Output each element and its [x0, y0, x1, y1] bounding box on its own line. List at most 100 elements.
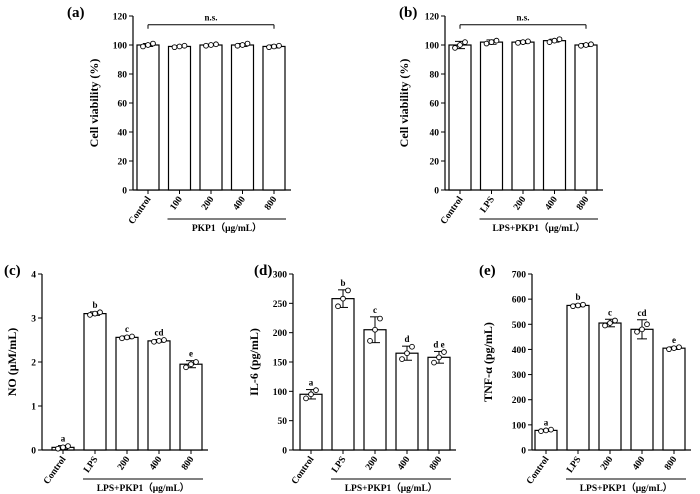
y-tick-label: 40	[430, 129, 440, 139]
data-point	[193, 359, 199, 365]
bar	[630, 328, 654, 451]
y-tick-label: 4	[31, 271, 36, 281]
significance-letter: c	[608, 307, 612, 317]
bar	[427, 356, 451, 451]
data-point	[335, 303, 341, 310]
panel-letter: (b)	[399, 5, 417, 21]
data-point	[181, 42, 188, 49]
panel-letter: (a)	[67, 5, 85, 21]
x-tick-label: Control	[290, 455, 316, 487]
bar	[83, 313, 107, 451]
x-tick-label: 800	[263, 195, 280, 213]
data-point	[404, 350, 410, 357]
data-point	[208, 42, 214, 48]
bar	[299, 393, 323, 451]
significance-letter: b	[92, 300, 97, 310]
x-tick-label: 800	[428, 455, 445, 473]
x-tick-label: 400	[631, 455, 648, 473]
data-point	[543, 427, 549, 434]
group-label: LPS+PKP1（μg/mL）	[97, 482, 190, 494]
data-point	[239, 42, 246, 48]
y-tick-label: 60	[430, 100, 440, 110]
data-point	[150, 40, 156, 47]
bar	[199, 44, 223, 191]
y-tick-label: 100	[512, 421, 527, 431]
data-point	[483, 40, 490, 47]
x-tick-label: Control	[439, 195, 465, 227]
data-point	[462, 39, 468, 45]
y-tick-label: 100	[273, 388, 288, 398]
bar	[262, 45, 286, 191]
data-point	[151, 338, 157, 345]
data-point	[87, 312, 93, 318]
y-tick-label: 120	[113, 13, 128, 23]
x-tick-label: 800	[663, 455, 680, 473]
data-point	[546, 39, 553, 45]
data-point	[538, 428, 544, 434]
y-tick-label: 500	[512, 321, 527, 331]
y-tick-label: 700	[512, 271, 527, 281]
bar	[542, 40, 567, 191]
significance-letter: e	[189, 349, 193, 359]
y-axis-label: TNF-α (pg/mL)	[481, 322, 495, 402]
significance-letter: a	[309, 378, 314, 388]
y-tick-label: 50	[278, 417, 288, 427]
panel-letter: (d)	[254, 263, 272, 279]
data-point	[156, 338, 162, 344]
bar	[574, 44, 598, 191]
y-tick-label: 2	[31, 359, 36, 369]
y-tick-label: 20	[118, 158, 128, 168]
data-point	[129, 333, 135, 340]
x-tick-label: Control	[42, 455, 68, 487]
data-point	[515, 39, 521, 46]
y-tick-label: 300	[512, 371, 527, 381]
data-point	[556, 36, 563, 43]
data-point	[457, 42, 463, 48]
data-point	[520, 39, 526, 45]
data-point	[183, 364, 189, 371]
data-point	[367, 338, 373, 344]
panel-d: (d) IL-6 (pg/mL) 0 50 100 150 200 250 300 a Contro…	[247, 263, 456, 494]
y-tick-label: 60	[118, 100, 128, 110]
data-point	[436, 354, 442, 361]
y-axis-label: IL-6 (pg/mL)	[247, 328, 261, 396]
data-point	[570, 303, 576, 310]
x-tick-label: Control	[525, 455, 551, 487]
data-point	[666, 346, 672, 353]
data-point	[308, 391, 314, 398]
y-tick-label: 120	[425, 13, 440, 23]
significance-letter: b	[575, 292, 580, 302]
data-point	[266, 44, 272, 51]
bar	[363, 329, 387, 451]
data-point	[303, 395, 309, 402]
data-point	[551, 37, 558, 44]
bar	[115, 336, 139, 451]
x-tick-label: LPS	[330, 455, 348, 475]
panel-letter: (e)	[479, 263, 496, 279]
bar	[230, 44, 255, 191]
significance-letter: c	[373, 305, 377, 315]
data-point	[580, 301, 586, 308]
bar	[395, 352, 419, 451]
x-tick-label: 800	[575, 195, 592, 213]
data-point	[525, 38, 531, 45]
data-point	[55, 445, 61, 452]
data-point	[399, 356, 405, 362]
bar	[147, 340, 171, 451]
data-point	[60, 444, 66, 451]
bar	[662, 347, 686, 451]
y-axis-label: Cell viability (%)	[87, 59, 101, 148]
data-point	[161, 337, 167, 343]
x-tick-label: LPS	[479, 195, 497, 215]
panel-letter: (c)	[4, 263, 21, 279]
y-tick-label: 0	[122, 187, 127, 197]
y-tick-label: 1	[31, 403, 36, 413]
y-tick-label: 400	[512, 346, 527, 356]
data-point	[97, 309, 103, 316]
y-tick-label: 0	[31, 447, 36, 457]
y-tick-label: 40	[118, 129, 128, 139]
data-point	[548, 426, 554, 433]
data-point	[644, 321, 650, 328]
y-tick-label: 300	[273, 271, 288, 281]
data-point	[271, 43, 277, 50]
